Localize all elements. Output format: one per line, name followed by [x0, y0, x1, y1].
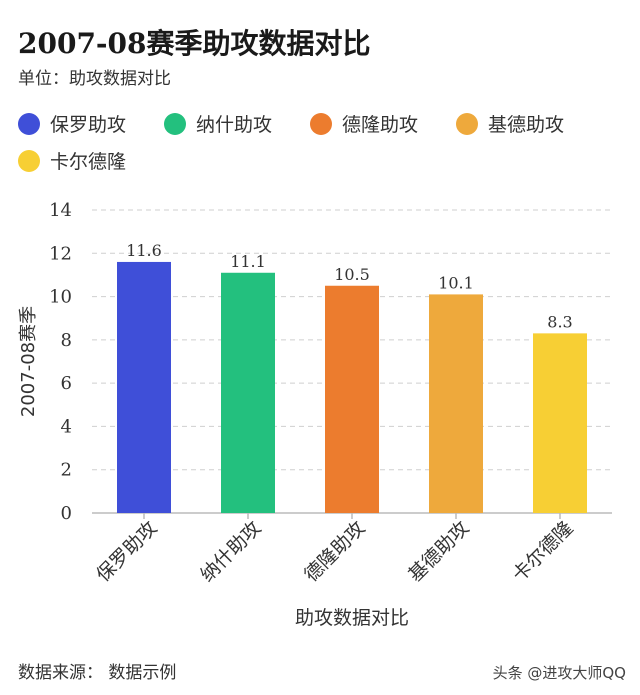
y-tick-label: 0 [61, 503, 72, 524]
legend-item[interactable]: 保罗助攻 [18, 110, 164, 137]
bar-value-label: 10.1 [438, 273, 474, 292]
bar-value-label: 8.3 [547, 312, 572, 331]
y-axis-title: 2007-08赛季 [18, 306, 39, 417]
watermark: 头条 @进攻大师QQ [492, 664, 626, 682]
y-tick-label: 14 [49, 200, 72, 221]
legend-swatch [310, 112, 332, 135]
data-source: 数据来源： 数据示例 [18, 663, 177, 683]
y-tick-label: 10 [49, 287, 72, 308]
y-tick-label: 6 [61, 373, 72, 394]
legend-item[interactable]: 纳什助攻 [164, 110, 310, 137]
bar [533, 333, 587, 513]
bar-value-label: 10.5 [334, 265, 370, 284]
y-tick-label: 2 [61, 460, 72, 481]
legend-swatch [18, 149, 40, 172]
chart-title: 2007-08赛季助攻数据对比 [18, 27, 371, 60]
bar-chart: 0 2 4 6 8 10 12 14 11.6 保罗助攻 11.1 纳什助攻 10.5 德隆助攻 10.1 基… [18, 200, 612, 629]
y-tick-label: 12 [49, 243, 72, 264]
bar [117, 261, 171, 513]
x-tick-label: 卡尔德隆 [508, 517, 577, 586]
legend-label: 保罗助攻 [50, 114, 127, 136]
bar-value-label: 11.1 [230, 252, 266, 271]
legend-item[interactable]: 基德助攻 [456, 110, 602, 137]
x-tick-label: 德隆助攻 [300, 517, 369, 586]
x-axis-title: 助攻数据对比 [295, 607, 409, 629]
y-tick-label: 8 [61, 330, 72, 351]
bar [325, 285, 379, 513]
x-tick-label: 纳什助攻 [196, 517, 265, 586]
legend-label: 基德助攻 [488, 114, 565, 136]
x-tick-label: 基德助攻 [404, 517, 473, 586]
bar [429, 294, 483, 513]
legend-swatch [18, 112, 40, 135]
bar [221, 272, 275, 513]
legend-swatch [164, 112, 186, 135]
legend-swatch [456, 112, 478, 135]
legend: 保罗助攻 纳什助攻 德隆助攻 基德助攻卡尔德隆 [18, 110, 618, 174]
chart-subtitle: 单位：助攻数据对比 [18, 69, 171, 89]
legend-label: 纳什助攻 [196, 114, 273, 136]
legend-label: 德隆助攻 [342, 114, 419, 136]
bar-value-label: 11.6 [126, 241, 162, 260]
x-tick-label: 保罗助攻 [92, 517, 161, 586]
legend-label: 卡尔德隆 [50, 151, 127, 173]
legend-item[interactable]: 德隆助攻 [310, 110, 456, 137]
y-tick-label: 4 [61, 416, 72, 437]
legend-item[interactable]: 卡尔德隆 [18, 147, 164, 174]
